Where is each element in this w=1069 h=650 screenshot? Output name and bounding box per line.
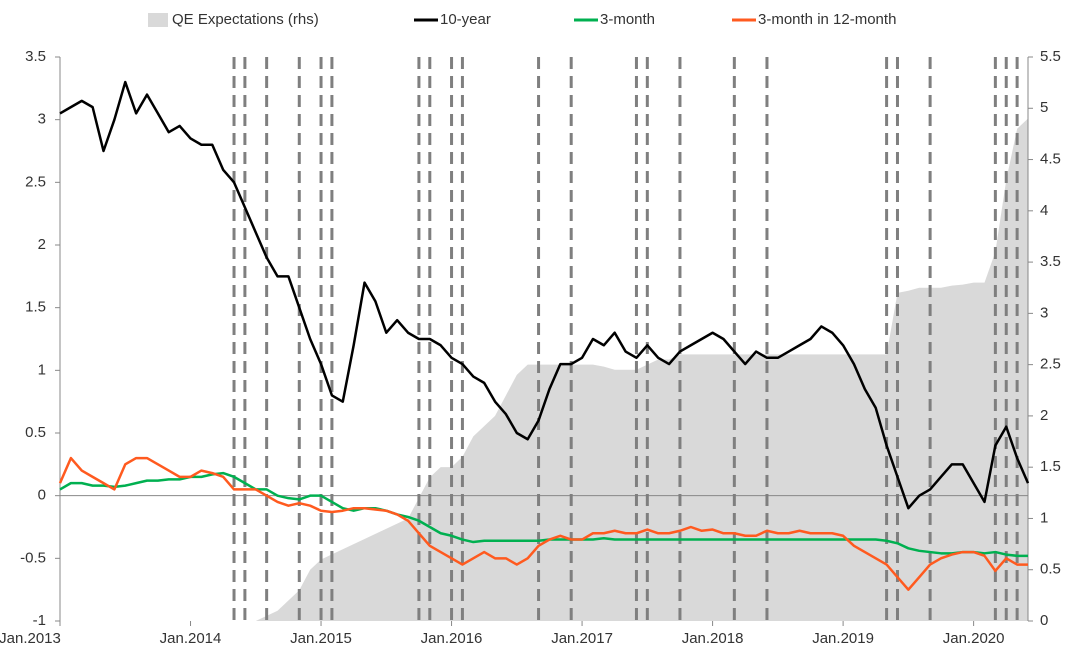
x-tick-label: Jan.2016 xyxy=(421,630,483,647)
legend-swatch xyxy=(148,13,168,27)
y2-tick-label: 5.5 xyxy=(1040,48,1061,65)
line xyxy=(59,471,1028,558)
x-tick-label: Jan.2020 xyxy=(943,630,1005,647)
legend-label: 10-year xyxy=(440,11,491,28)
y-tick-label: 1 xyxy=(38,361,46,378)
y2-tick-label: 0.5 xyxy=(1040,561,1061,578)
line xyxy=(59,80,1030,510)
y2-tick-label: 2 xyxy=(1040,407,1048,424)
y-tick-label: 1.5 xyxy=(25,299,46,316)
y-tick-label: 0 xyxy=(38,487,46,504)
y-tick-label: 0.5 xyxy=(25,424,46,441)
y2-tick-label: 3 xyxy=(1040,304,1048,321)
legend-label: QE Expectations (rhs) xyxy=(172,11,319,28)
y2-tick-label: 2.5 xyxy=(1040,356,1061,373)
y2-tick-label: 1.5 xyxy=(1040,458,1061,475)
y2-tick-label: 3.5 xyxy=(1040,253,1061,270)
y-tick-label: -0.5 xyxy=(20,549,46,566)
y-tick-label: -1 xyxy=(33,612,46,629)
x-tick-label: Jan.2019 xyxy=(812,630,874,647)
y-tick-label: 3.5 xyxy=(25,48,46,65)
y-tick-label: 2.5 xyxy=(25,173,46,190)
x-tick-label: Jan.2015 xyxy=(290,630,352,647)
y-tick-label: 3 xyxy=(38,111,46,128)
x-tick-label: Jan.2014 xyxy=(160,630,222,647)
y2-tick-label: 5 xyxy=(1040,99,1048,116)
y-tick-label: 2 xyxy=(38,236,46,253)
y2-tick-label: 1 xyxy=(1040,509,1048,526)
x-tick-label: Jan.2018 xyxy=(682,630,744,647)
legend-label: 3-month xyxy=(600,11,655,28)
line xyxy=(58,456,1028,591)
x-tick-label: Jan.2013 xyxy=(0,630,61,647)
y2-tick-label: 4 xyxy=(1040,202,1048,219)
y2-tick-label: 0 xyxy=(1040,612,1048,629)
x-tick-label: Jan.2017 xyxy=(551,630,613,647)
legend-label: 3-month in 12-month xyxy=(758,11,896,28)
y2-tick-label: 4.5 xyxy=(1040,151,1061,168)
area xyxy=(60,118,1028,621)
